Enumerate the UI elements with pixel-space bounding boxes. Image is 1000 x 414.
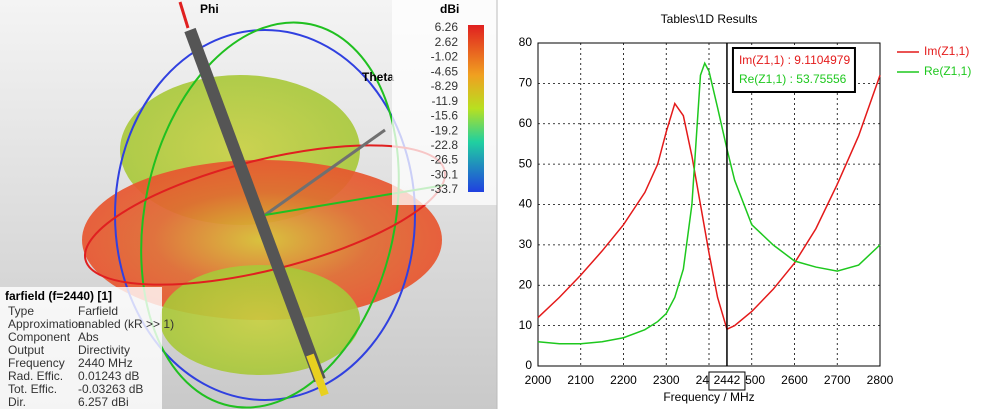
legend-label: Im(Z1,1) [924,44,969,58]
info-title: farfield (f=2440) [1] [5,289,112,303]
info-value: 2440 MHz [78,356,133,370]
theta-ring [140,21,400,409]
info-panel [0,287,162,409]
colorbar-label: -22.8 [431,138,459,152]
info-value: 6.257 dBi [78,395,129,409]
y-tick-label: 50 [519,156,533,170]
marker-label: 2442 [714,373,741,387]
phi-ring [114,29,416,401]
x-tick-label: 2700 [824,373,851,387]
y-tick-label: 80 [519,35,533,49]
info-value: enabled (kR >> 1) [78,317,174,331]
antenna [184,27,326,383]
info-value: Farfield [78,304,118,318]
colorbar-label: -4.65 [431,64,459,78]
colorbar-labels: 6.262.62-1.02-4.65-8.29-11.9-15.6-19.2-2… [431,20,459,196]
colorbar-label: -8.29 [431,79,459,93]
phi-label: Phi [200,2,219,16]
colorbar [468,25,484,192]
chart-title: Tables\1D Results [661,12,758,26]
colorbar-label: 2.62 [435,35,459,49]
info-value: 0.01243 dB [78,369,139,383]
info-key: Output [8,343,45,357]
info-value: Directivity [78,343,130,357]
info-value: Abs [78,330,99,344]
y-tick-label: 0 [525,358,532,372]
marker-label-box [708,371,746,391]
x-tick-label: 2200 [610,373,637,387]
y-tick-label: 40 [519,197,533,211]
farfield-view: Phi Theta dBi 6.262.62-1.02-4.65-8.29-11… [0,0,497,409]
x-tick-label: 2300 [653,373,680,387]
colorbar-label: -19.2 [431,123,459,137]
colorbar-label: -11.9 [432,94,459,108]
legend-label: Re(Z1,1) [924,64,971,78]
colorbar-label: -30.1 [431,167,459,181]
z-axis [178,1,190,29]
colorbar-label: -33.7 [431,182,459,196]
x-tick-label: 2600 [781,373,808,387]
x-axis-label: Frequency / MHz [663,390,754,404]
info-key: Approximation [8,317,85,331]
info-key: Component [8,330,71,344]
feed [306,353,329,397]
y-tick-label: 10 [519,318,533,332]
info-key: Rad. Effic. [8,369,63,383]
y-tick-label: 30 [519,237,533,251]
plot: 0102030405060708020002100220023002400250… [519,35,971,391]
x-tick-label: 2800 [867,373,894,387]
x-tick-label: 2000 [525,373,552,387]
x-tick-label: 2100 [567,373,594,387]
lower-lobe [160,265,360,375]
info-key: Tot. Effic. [8,382,57,396]
colorbar-label: -15.6 [431,109,459,123]
y-tick-label: 60 [519,116,533,130]
theta-label: Theta [362,70,394,84]
info-key: Type [8,304,34,318]
colorbar-label: -1.02 [431,50,459,64]
y-tick-label: 20 [519,277,533,291]
y-tick-label: 70 [519,76,533,90]
plot-frame [537,42,881,367]
info-key: Frequency [8,356,65,370]
info-key: Dir. [8,395,26,409]
theta-axis [264,128,386,217]
colorbar-label: 6.26 [435,20,459,34]
series-line [537,61,881,345]
marker-readout-box [731,47,856,93]
colorbar-label: -26.5 [431,153,459,167]
colorbar-unit: dBi [440,2,459,16]
marker-readout: Re(Z1,1) : 53.75556 [739,72,847,86]
series-line [537,75,881,331]
info-value: -0.03263 dB [78,382,143,396]
marker-readout: Im(Z1,1) : 9.1104979 [739,53,850,67]
